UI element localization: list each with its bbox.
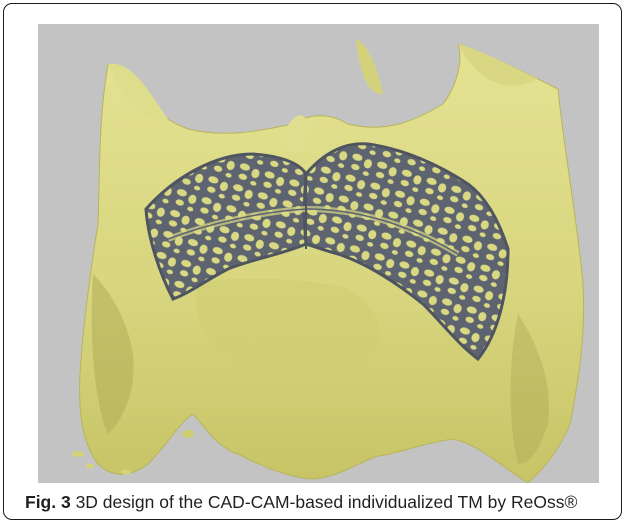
figure-frame: Fig. 3 3D design of the CAD-CAM-based in… [3, 3, 622, 520]
maxilla-model [72, 39, 585, 483]
figure-label: Fig. 3 [25, 492, 71, 512]
figure-caption: Fig. 3 3D design of the CAD-CAM-based in… [25, 491, 613, 513]
figure-image [38, 24, 599, 483]
figure-caption-text: 3D design of the CAD-CAM-based individua… [70, 492, 578, 512]
titanium-mesh [144, 142, 510, 362]
